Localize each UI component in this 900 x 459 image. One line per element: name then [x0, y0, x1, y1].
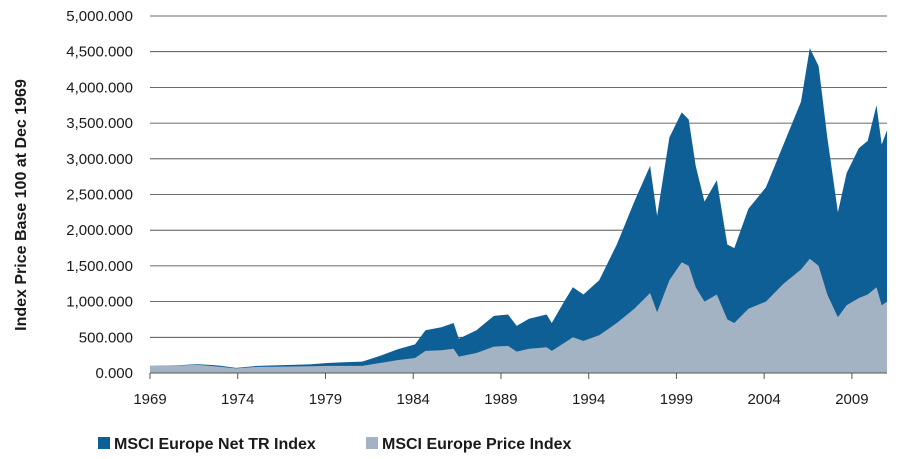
- x-tick-label: 1989: [484, 391, 517, 408]
- y-tick-label: 4,000.000: [66, 79, 133, 96]
- y-tick-label: 3,000.000: [66, 151, 133, 168]
- y-tick-label: 2,500.000: [66, 187, 133, 204]
- x-tick-label: 2009: [835, 391, 868, 408]
- plot-areas: [150, 48, 887, 373]
- x-tick-label: 1999: [660, 391, 693, 408]
- area-series-price: [150, 258, 887, 373]
- y-axis-label: Index Price Base 100 at Dec 1969: [13, 79, 30, 331]
- y-tick-label: 3,500.000: [66, 115, 133, 132]
- x-tick-label: 1994: [572, 391, 605, 408]
- legend: MSCI Europe Net TR Index MSCI Europe Pric…: [98, 436, 571, 453]
- area-series-net-tr: [150, 48, 887, 373]
- y-tick-label: 5,000.000: [66, 8, 133, 25]
- legend-swatch: [366, 437, 378, 449]
- y-tick-label: 1,500.000: [66, 258, 133, 275]
- x-tick-label: 1984: [397, 391, 430, 408]
- y-tick-label: 0.000: [95, 365, 133, 382]
- y-tick-label: 500.000: [79, 329, 133, 346]
- x-tick-label: 1969: [133, 391, 166, 408]
- y-tick-label: 1,000.000: [66, 294, 133, 311]
- x-tick-label: 1979: [309, 391, 342, 408]
- x-tick-label: 1974: [221, 391, 254, 408]
- y-tick-label: 2,000.000: [66, 222, 133, 239]
- legend-swatch: [98, 437, 110, 449]
- legend-label: MSCI Europe Net TR Index: [114, 436, 316, 453]
- x-tick-label: 2004: [747, 391, 780, 408]
- y-tick-label: 4,500.000: [66, 44, 133, 61]
- x-axis-ticks: 1969 1974 1979 1984 1989 1994 1999 2004 2009: [133, 373, 869, 408]
- gridlines: [150, 15, 887, 338]
- y-axis-ticks: 0.000 500.000 1,000.000 1,500.000 2,000.000 2…: [66, 8, 133, 382]
- legend-label: MSCI Europe Price Index: [382, 436, 571, 453]
